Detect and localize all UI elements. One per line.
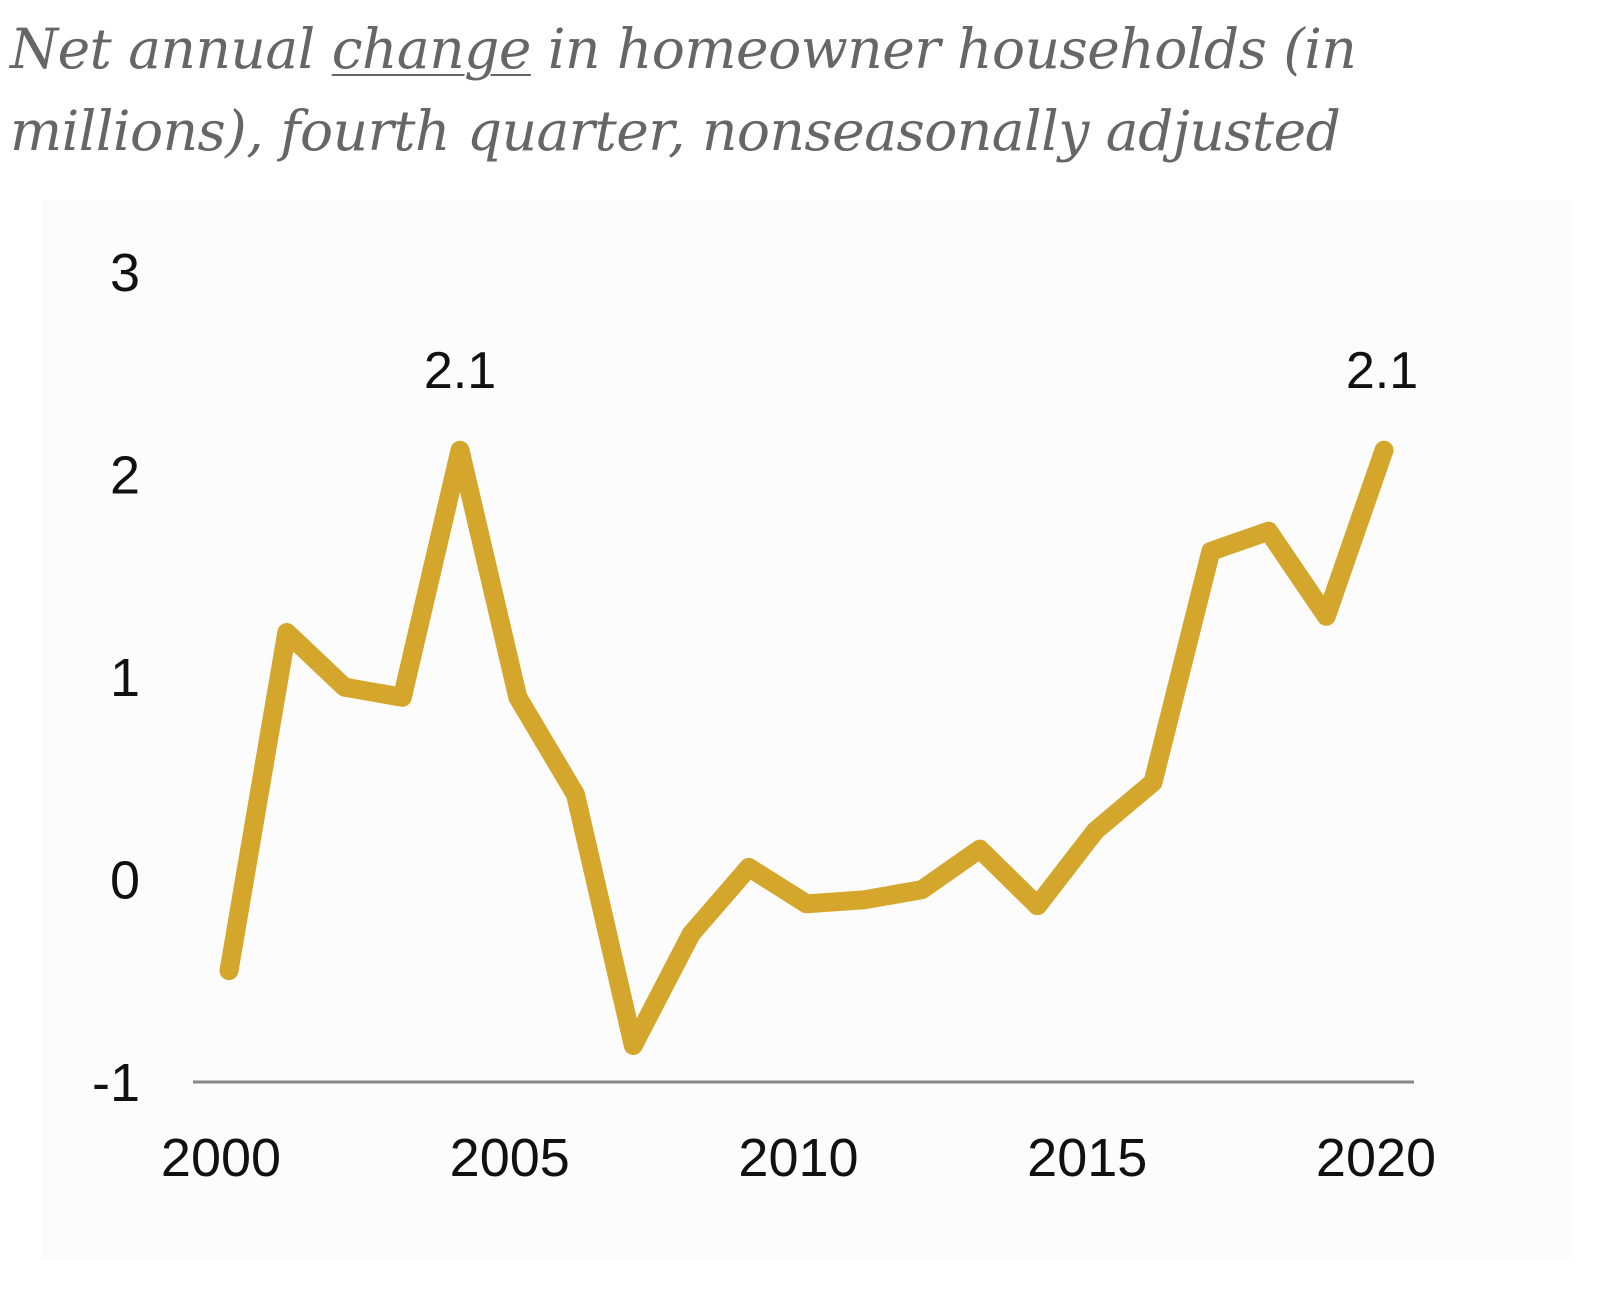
data-point xyxy=(285,631,288,634)
title-text-start: Net annual xyxy=(10,17,332,81)
y-tick-label: 3 xyxy=(110,243,140,303)
x-tick-label: 2010 xyxy=(738,1128,858,1188)
chart-title: Net annual change in homeowner household… xyxy=(10,8,1570,172)
data-point xyxy=(459,449,461,452)
data-point xyxy=(228,969,230,972)
data-point xyxy=(632,1044,635,1047)
data-point xyxy=(1325,615,1328,618)
data-point xyxy=(343,686,346,689)
data-point xyxy=(1036,904,1039,907)
data-point xyxy=(1209,550,1212,553)
title-text-end: in homeowner households (in millions), f… xyxy=(10,17,1357,163)
x-tick-label: 2005 xyxy=(450,1128,570,1188)
title-emphasis: change xyxy=(331,17,532,81)
y-axis-ticks: -1 0 1 2 3 xyxy=(92,243,140,1113)
data-point xyxy=(1094,829,1097,832)
data-point xyxy=(978,848,981,851)
x-tick-label: 2000 xyxy=(161,1128,281,1188)
data-point xyxy=(747,866,750,869)
y-tick-label: -1 xyxy=(92,1053,140,1113)
data-labels: 2.1 2.1 xyxy=(424,342,1418,400)
data-point xyxy=(805,902,808,905)
x-tick-label: 2015 xyxy=(1027,1128,1147,1188)
series-group xyxy=(219,440,1394,1055)
data-label: 2.1 xyxy=(1346,342,1418,400)
data-point xyxy=(516,696,519,699)
y-tick-label: 1 xyxy=(110,648,140,708)
data-point xyxy=(1152,781,1154,784)
x-tick-label: 2020 xyxy=(1316,1128,1436,1188)
data-point xyxy=(401,696,404,699)
y-tick-label: 0 xyxy=(110,851,140,911)
data-point xyxy=(690,933,692,936)
x-axis-ticks: 2000 2005 2010 2015 2020 xyxy=(161,1128,1436,1188)
data-point xyxy=(574,793,577,796)
data-point xyxy=(863,898,866,901)
data-point xyxy=(921,888,923,891)
y-tick-label: 2 xyxy=(110,446,140,506)
data-point xyxy=(1383,449,1385,452)
data-label: 2.1 xyxy=(424,342,496,400)
data-point xyxy=(1267,530,1270,533)
